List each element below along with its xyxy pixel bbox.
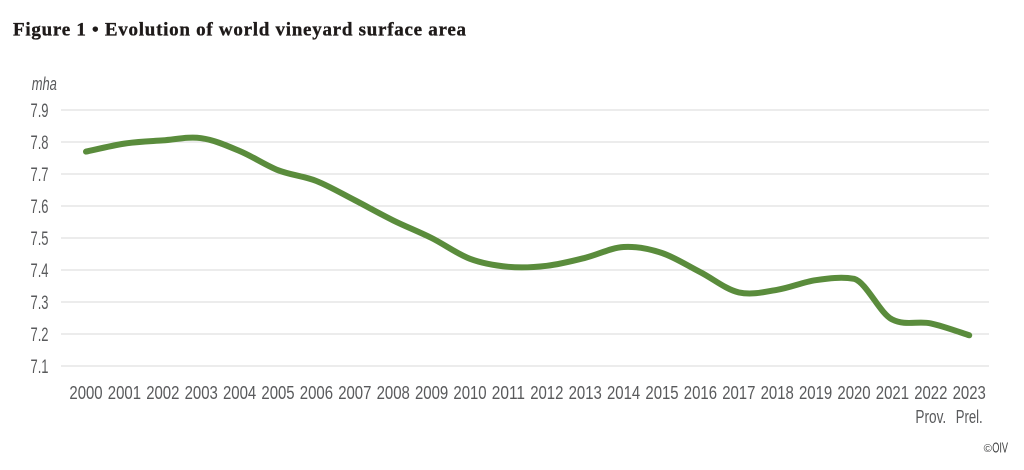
svg-text:2017: 2017 <box>722 382 755 403</box>
svg-text:2013: 2013 <box>569 382 602 403</box>
svg-text:2014: 2014 <box>607 382 640 403</box>
svg-text:7.4: 7.4 <box>31 260 49 282</box>
svg-text:2021: 2021 <box>876 382 909 403</box>
svg-text:7.6: 7.6 <box>31 196 49 218</box>
svg-text:7.5: 7.5 <box>31 228 49 250</box>
svg-text:Figure 1 • Evolution of world: Figure 1 • Evolution of world vineyard s… <box>13 19 466 40</box>
svg-text:2010: 2010 <box>453 382 486 403</box>
svg-text:2011: 2011 <box>492 382 525 403</box>
svg-text:2015: 2015 <box>645 382 678 403</box>
svg-text:Prov.: Prov. <box>915 406 946 427</box>
svg-text:2007: 2007 <box>338 382 371 403</box>
svg-text:2004: 2004 <box>223 382 256 403</box>
svg-text:7.8: 7.8 <box>31 132 49 154</box>
svg-text:2012: 2012 <box>530 382 563 403</box>
svg-text:©: © <box>984 443 993 455</box>
svg-text:2019: 2019 <box>799 382 832 403</box>
svg-text:2016: 2016 <box>684 382 717 403</box>
svg-text:2002: 2002 <box>146 382 179 403</box>
svg-text:2003: 2003 <box>185 382 218 403</box>
svg-text:2006: 2006 <box>300 382 333 403</box>
svg-text:2022: 2022 <box>914 382 947 403</box>
svg-text:7.9: 7.9 <box>31 100 49 122</box>
svg-text:2005: 2005 <box>261 382 294 403</box>
svg-text:7.7: 7.7 <box>31 164 49 186</box>
svg-text:2020: 2020 <box>837 382 870 403</box>
svg-text:2023: 2023 <box>953 382 986 403</box>
svg-text:2009: 2009 <box>415 382 448 403</box>
svg-text:7.2: 7.2 <box>31 324 49 346</box>
svg-text:2008: 2008 <box>377 382 410 403</box>
svg-text:2000: 2000 <box>69 382 102 403</box>
svg-text:2018: 2018 <box>761 382 794 403</box>
svg-text:7.1: 7.1 <box>31 356 49 378</box>
svg-text:mha: mha <box>32 74 57 94</box>
svg-text:2001: 2001 <box>108 382 141 403</box>
svg-text:OIV: OIV <box>992 439 1008 456</box>
svg-text:7.3: 7.3 <box>31 292 49 314</box>
svg-text:Prel.: Prel. <box>956 406 983 427</box>
